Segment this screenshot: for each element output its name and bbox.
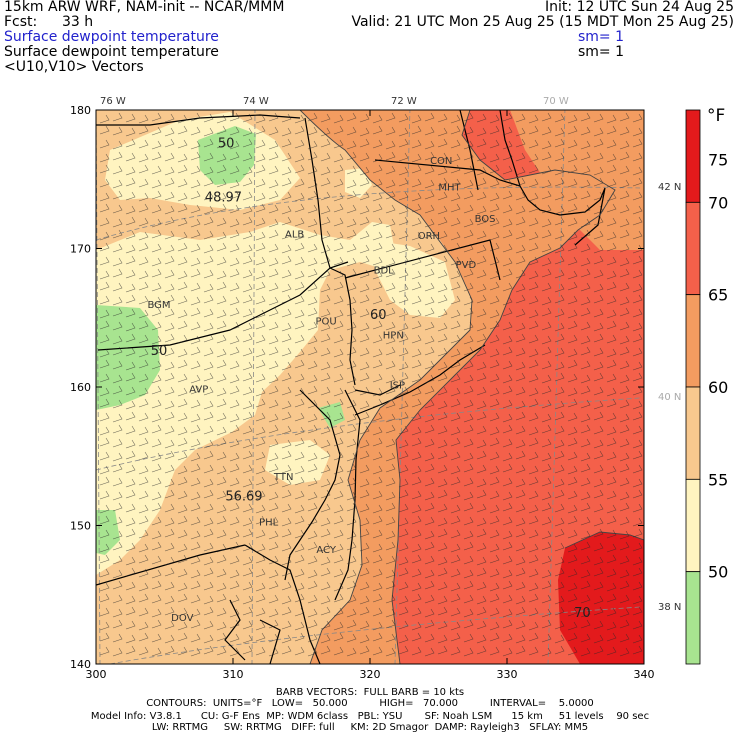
- band-below-50-nyc: [318, 402, 345, 428]
- x-tick-label: 340: [634, 668, 655, 681]
- geographic-boundaries: [96, 110, 606, 664]
- contour-labels: 50 48.97 50 60 56.69 70: [151, 136, 591, 621]
- model-title: 15km ARW WRF, NAM-init -- NCAR/MMM: [4, 0, 285, 15]
- y-tick-label: 150: [70, 520, 91, 533]
- y-tick-label: 140: [70, 658, 91, 671]
- contour-label: 56.69: [225, 490, 262, 505]
- init-time: Init: 12 UTC Sun 24 Aug 25: [545, 0, 734, 15]
- x-tick-label: 310: [223, 668, 244, 681]
- graticule: [96, 110, 641, 664]
- footer-model-info: Model Info: V3.8.1 CU: G-F Ens MP: WDM 6…: [90, 711, 650, 722]
- field-smoothing-primary: sm= 1: [578, 29, 625, 45]
- station-acy: ACY: [316, 545, 336, 556]
- x-tick-label: 320: [360, 668, 381, 681]
- lat-label-38n: 38 N: [658, 602, 681, 613]
- field-title-secondary: Surface dewpoint temperature: [4, 44, 219, 60]
- station-bgm: BGM: [147, 300, 170, 311]
- station-con: CON: [430, 156, 452, 167]
- y-tick-label: 180: [70, 104, 91, 117]
- colorbar-label-70: 70: [708, 193, 728, 212]
- forecast-hour: 33 h: [62, 14, 94, 30]
- station-labels: CON MHT BOS ALB ORH BDL PVD BGM POU HPN AVP ISP TTN P…: [147, 156, 495, 624]
- field-smoothing-secondary: sm= 1: [578, 44, 625, 60]
- band-65-70: [392, 110, 644, 664]
- contour-label: 70: [574, 606, 591, 621]
- valid-time: Valid: 21 UTC Mon 25 Aug 25 (15 MDT Mon …: [351, 14, 734, 30]
- colorbar-label-55: 55: [708, 470, 728, 489]
- footer-barb-info: BARB VECTORS: FULL BARB = 10 kts: [275, 687, 465, 698]
- station-isp: ISP: [390, 380, 405, 391]
- y-tick-label: 170: [70, 243, 91, 256]
- lat-label-42n: 42 N: [658, 182, 681, 193]
- lon-label-76w: 76 W: [100, 96, 126, 107]
- band-50-55-vermont: [345, 168, 372, 198]
- station-bdl: BDL: [374, 265, 395, 276]
- band-50-55-pa: [265, 440, 330, 485]
- band-50-55-west: [96, 222, 395, 575]
- y-tick-label: 160: [70, 381, 91, 394]
- station-mht: MHT: [438, 182, 461, 193]
- contour-label: 50: [218, 136, 235, 151]
- wind-barb-field: [99, 112, 643, 657]
- band-60-65-upper-right: [510, 110, 644, 250]
- shaded-field: [96, 110, 644, 664]
- plot-axes: 300 310 320 330 340 140 150 160 170 180: [70, 104, 655, 681]
- station-hpn: HPN: [383, 331, 404, 342]
- footer-physics-info: LW: RRTMG SW: RRTMG DIFF: full KM: 2D Sm…: [151, 722, 589, 733]
- wind-barbs: [99, 112, 643, 657]
- band-below-50-southwest: [96, 510, 120, 555]
- band-below-50-west: [96, 305, 160, 410]
- colorbar-band-75: [685, 109, 701, 203]
- colorbar-label-60: 60: [708, 378, 728, 397]
- station-dov: DOV: [171, 613, 193, 624]
- station-ttn: TTN: [273, 472, 294, 483]
- lat-label-40n: 40 N: [658, 392, 681, 403]
- band-below-50-north: [198, 126, 256, 185]
- station-pvd: PVD: [456, 260, 477, 271]
- colorbar-band-65: [685, 294, 701, 388]
- dewpoint-map: 300 310 320 330 340 140 150 160 170 180 76 W 74 W…: [70, 96, 728, 681]
- colorbar-label-65: 65: [708, 286, 728, 305]
- lon-label-74w: 74 W: [243, 96, 269, 107]
- station-phl: PHL: [259, 518, 279, 529]
- colorbar-label-50: 50: [708, 563, 728, 582]
- station-avp: AVP: [189, 385, 208, 396]
- footer-contour-info: CONTOURS: UNITS=°F LOW= 50.000 HIGH= 70.…: [146, 698, 594, 709]
- contour-label: 50: [151, 344, 168, 359]
- colorbar-band-60: [685, 386, 701, 480]
- vector-field-title: <U10,V10> Vectors: [4, 59, 144, 75]
- colorbar-band-55: [685, 478, 701, 573]
- station-orh: ORH: [418, 231, 440, 242]
- lon-label-70w: 70 W: [543, 96, 569, 107]
- contour-label: 60: [370, 308, 387, 323]
- x-tick-label: 300: [86, 668, 107, 681]
- lon-label-72w: 72 W: [391, 96, 417, 107]
- contour-label: 48.97: [205, 190, 242, 205]
- station-pou: POU: [316, 317, 337, 328]
- colorbar-band-70: [685, 201, 701, 296]
- station-alb: ALB: [285, 229, 304, 240]
- x-tick-label: 330: [497, 668, 518, 681]
- field-title-primary: Surface dewpoint temperature: [4, 29, 219, 45]
- station-bos: BOS: [475, 214, 496, 225]
- colorbar-band-50: [685, 571, 701, 665]
- colorbar-label-75: 75: [708, 150, 728, 169]
- color-bar: °F 75 70 65 60 55 50: [685, 106, 728, 665]
- colorbar-unit: °F: [707, 106, 725, 126]
- forecast-label: Fcst:: [4, 14, 38, 30]
